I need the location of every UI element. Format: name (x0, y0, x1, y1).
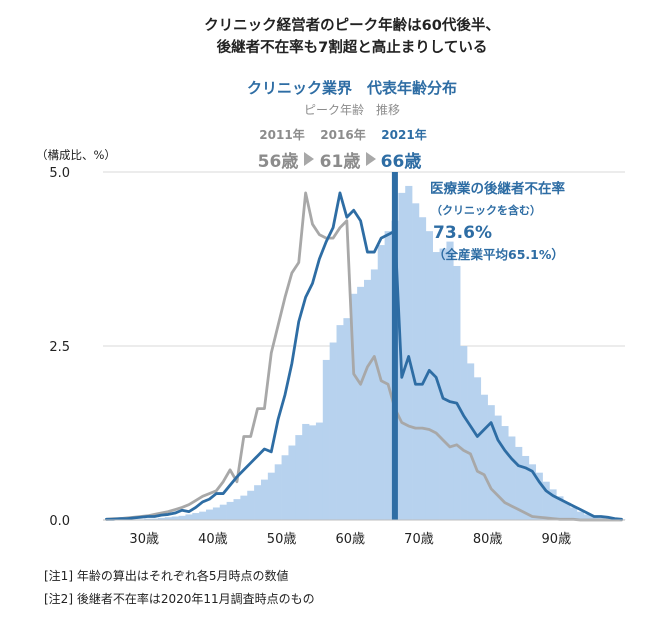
bar-2021 (515, 446, 523, 520)
peak-year-2011: 2011年 (259, 127, 304, 142)
bar-2021 (247, 490, 255, 520)
bar-2021 (563, 502, 571, 520)
bar-2021 (528, 464, 537, 520)
bar-2021 (487, 405, 495, 520)
bar-2021 (370, 269, 379, 520)
bar-2021 (164, 517, 172, 520)
bar-2021 (535, 472, 543, 520)
bar-2021 (350, 293, 358, 520)
peak-age-2021: 66歳 (381, 151, 422, 172)
bar-2021 (364, 279, 372, 520)
bar-2021 (576, 511, 585, 520)
annotation-heading: 医療業の後継者不在率 (430, 180, 565, 197)
peak-age-2016: 61歳 (320, 151, 361, 172)
bar-2021 (185, 514, 193, 520)
x-tick-label: 50歳 (267, 532, 297, 547)
bar-2021 (322, 359, 330, 520)
annotation-value: 73.6% (433, 223, 492, 243)
chart-title-line-2: 後継者不在率も7割超と高止まりしている (217, 38, 488, 56)
peak-year-2021: 2021年 (381, 127, 426, 142)
bar-2021 (542, 481, 550, 520)
peak-arrow-2-icon (366, 152, 376, 166)
bar-2021 (508, 436, 516, 520)
bar-2021 (384, 231, 392, 520)
bar-2021 (521, 455, 530, 520)
bar-2021 (412, 203, 420, 520)
bar-2021 (432, 252, 440, 521)
bar-2021 (473, 377, 482, 520)
bar-2021 (446, 241, 454, 520)
bar-2021 (556, 496, 564, 520)
bar-2021 (226, 501, 234, 520)
bar-2021 (151, 518, 159, 520)
bar-2021 (219, 504, 227, 520)
bar-2021 (157, 517, 166, 520)
bar-2021 (233, 499, 241, 520)
annotation-compare: （全産業平均65.1%） (433, 247, 564, 262)
bar-2021 (405, 185, 413, 521)
bar-2021 (549, 489, 557, 520)
x-tick-label: 80歳 (473, 532, 503, 547)
chart-subtitle: クリニック業界 代表年齢分布 (247, 79, 457, 97)
chart-subtitle-2: ピーク年齢 推移 (304, 102, 400, 117)
bar-2021 (425, 231, 433, 520)
bar-2021 (171, 516, 179, 520)
bar-2021 (288, 445, 296, 520)
bar-2021 (377, 245, 385, 520)
bar-2021 (329, 342, 337, 520)
y-tick-label: 2.5 (49, 340, 70, 355)
bar-2021 (212, 507, 221, 520)
bar-2021 (418, 217, 427, 521)
bar-2021 (570, 507, 578, 520)
bar-2021 (494, 415, 502, 520)
x-tick-label: 40歳 (198, 532, 228, 547)
bar-2021 (583, 514, 591, 520)
bar-2021 (439, 248, 447, 520)
bar-2021 (501, 426, 509, 520)
annotation-sub: （クリニックを含む） (431, 203, 541, 217)
bar-2021 (590, 516, 598, 520)
bar-2021 (453, 265, 461, 520)
x-tick-label: 70歳 (404, 532, 434, 547)
bar-2021 (206, 509, 214, 520)
peak-arrow-1-icon (304, 152, 314, 166)
bar-2021 (467, 363, 475, 520)
bar-2021 (192, 513, 200, 520)
chart-title-line-1: クリニック経営者のピーク年齢は60代後半、 (204, 16, 500, 34)
bar-2021 (274, 464, 282, 520)
bar-2021 (315, 422, 324, 520)
bar-2021 (343, 318, 351, 520)
bar-2021 (254, 485, 262, 520)
bar-2021 (281, 455, 289, 520)
bar-2021 (480, 394, 488, 520)
peak-year-2016: 2016年 (320, 127, 365, 142)
y-tick-label: 0.0 (49, 514, 70, 529)
bar-2021 (460, 346, 468, 520)
y-axis-label: （構成比、%） (36, 148, 116, 162)
peak-age-2011: 56歳 (258, 151, 299, 172)
series-line-2016年 (105, 191, 623, 521)
bar-2021 (302, 423, 310, 520)
bar-2021 (309, 425, 317, 520)
bar-2021 (295, 435, 303, 520)
x-tick-label: 60歳 (335, 532, 365, 547)
bar-2021 (178, 515, 186, 520)
bar-2021 (199, 511, 207, 520)
bar-2021 (260, 479, 269, 520)
x-tick-label: 90歳 (542, 532, 572, 547)
x-tick-label: 30歳 (129, 532, 159, 547)
bar-2021 (357, 286, 365, 520)
y-tick-label: 5.0 (49, 166, 70, 181)
bar-2021 (240, 495, 248, 520)
bar-2021 (144, 518, 152, 520)
note-2: [注2] 後継者不在率は2020年11月調査時点のもの (44, 591, 315, 606)
bar-2021 (267, 472, 276, 520)
note-1: [注1] 年齢の算出はそれぞれ各5月時点の数値 (44, 568, 288, 583)
series-line-2011年 (105, 191, 623, 522)
bar-2021 (336, 325, 344, 520)
